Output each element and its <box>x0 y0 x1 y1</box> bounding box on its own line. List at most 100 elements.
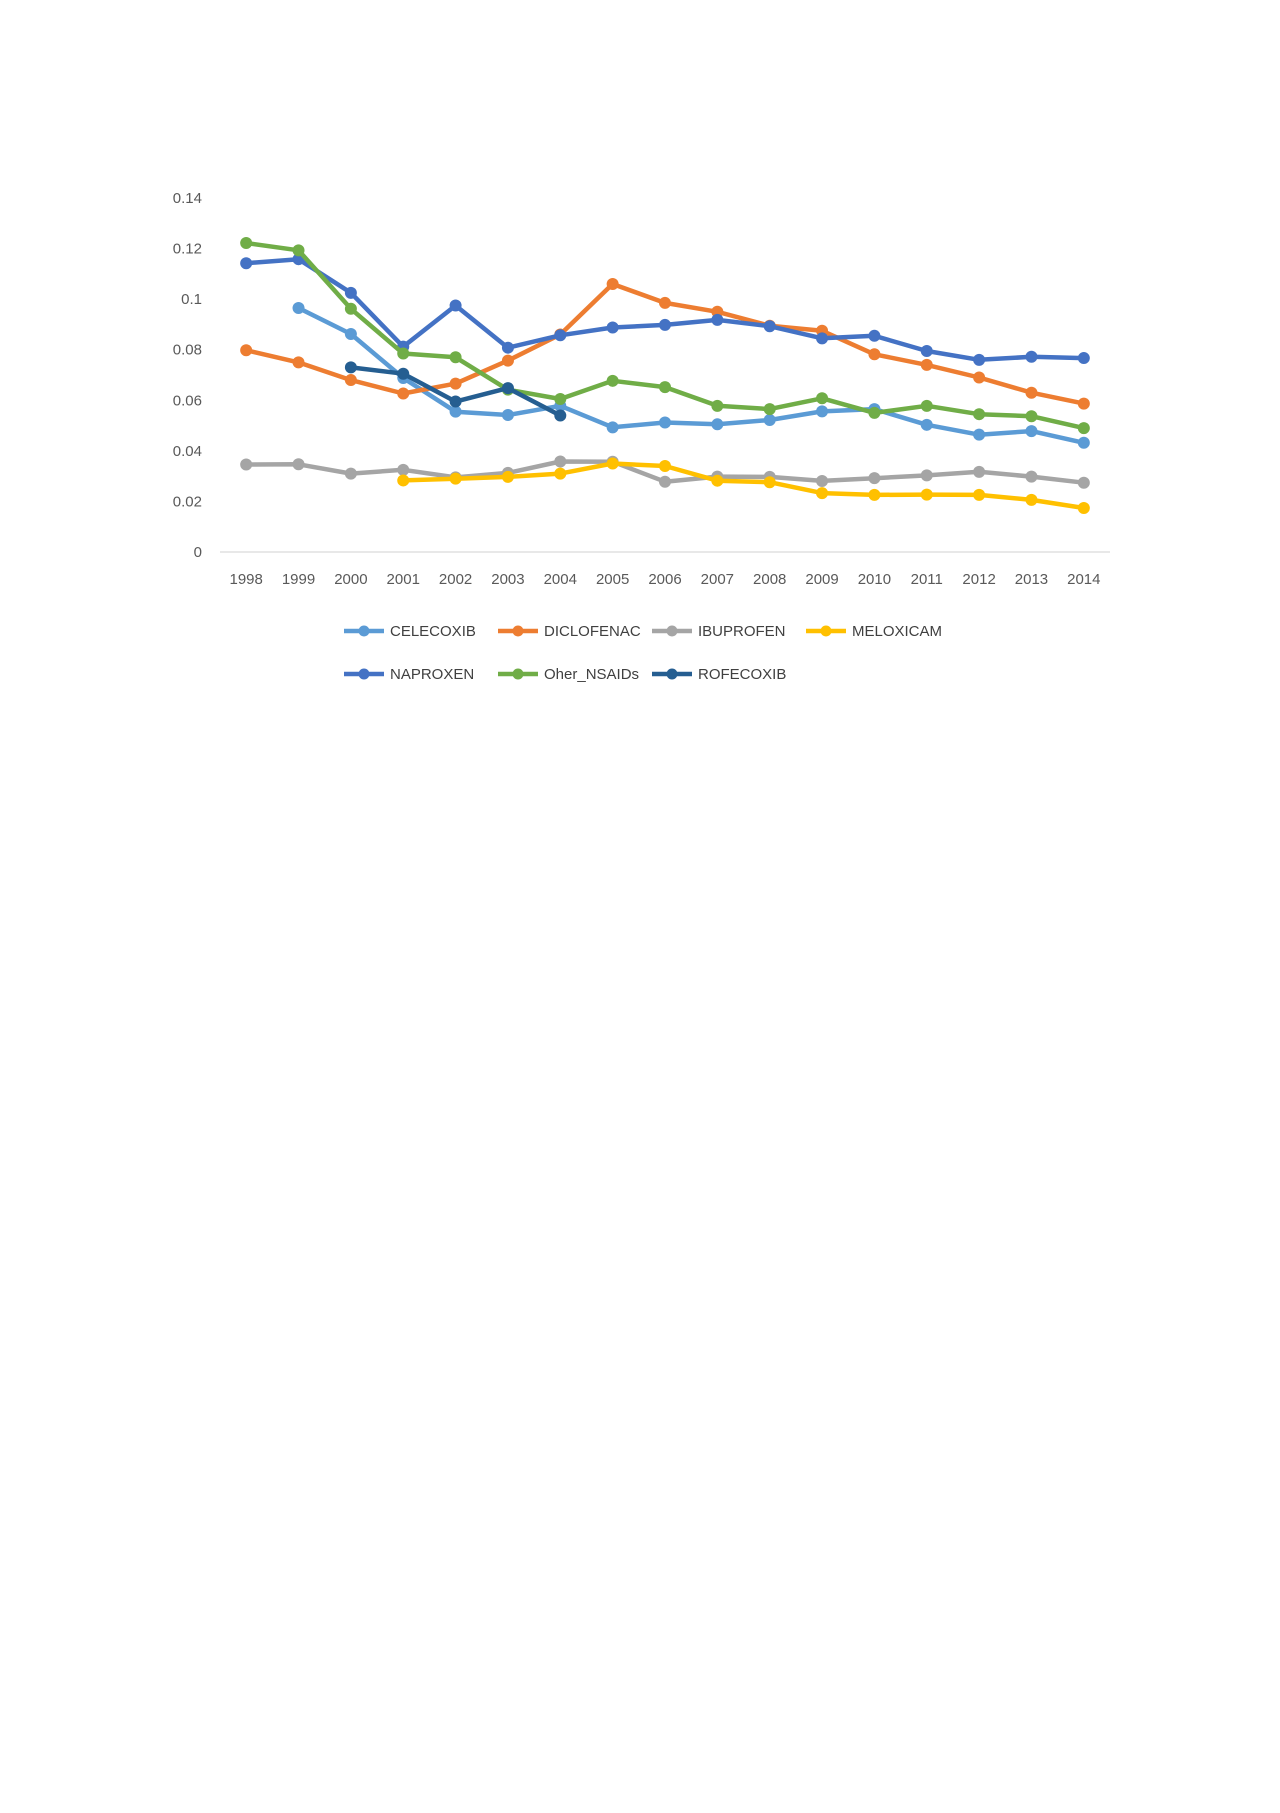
data-point <box>659 416 671 429</box>
data-point <box>501 382 514 395</box>
data-point <box>763 320 776 333</box>
data-point <box>554 409 567 422</box>
data-point <box>344 328 357 341</box>
y-tick-label: 0.12 <box>173 241 202 258</box>
data-point <box>868 488 881 501</box>
data-point <box>973 371 986 384</box>
data-point <box>606 374 619 387</box>
data-point <box>973 428 986 441</box>
y-tick-label: 0.04 <box>173 443 202 460</box>
data-point <box>606 321 619 334</box>
series-line <box>296 305 1087 446</box>
data-point <box>973 488 986 501</box>
data-point <box>240 458 253 471</box>
y-tick-label: 0 <box>194 544 202 561</box>
data-point <box>659 296 671 309</box>
legend-label: NAPROXEN <box>390 666 474 683</box>
data-point <box>292 458 305 471</box>
data-point <box>763 476 776 489</box>
data-point <box>449 299 462 312</box>
legend-item: MELOXICAM <box>806 623 942 640</box>
legend-item: ROFECOXIB <box>652 666 786 683</box>
data-point <box>1077 422 1090 435</box>
data-point <box>1077 502 1090 515</box>
x-tick-label: 2002 <box>439 571 472 588</box>
data-point <box>1077 352 1090 365</box>
data-point <box>344 286 357 299</box>
legend-label: IBUPROFEN <box>698 623 786 640</box>
data-point <box>1025 350 1038 363</box>
data-point <box>763 403 776 416</box>
y-tick-label: 0.1 <box>181 291 202 308</box>
data-point <box>659 460 671 473</box>
x-tick-label: 2003 <box>491 571 524 588</box>
x-axis: 1998 1999 2000 2001 2002 2003 2004 2005 2006 2007… <box>220 551 1110 588</box>
legend-item: NAPROXEN <box>344 666 474 683</box>
data-point <box>1077 436 1090 449</box>
x-tick-label: 2012 <box>962 571 995 588</box>
legend: CELECOXIB DICLOFENAC IBUPROFEN MELOXICAM NAP… <box>344 623 942 683</box>
data-point <box>606 421 619 434</box>
data-point <box>816 332 829 345</box>
series-line <box>243 256 1087 363</box>
data-point <box>1025 470 1038 483</box>
data-point <box>920 418 933 431</box>
data-point <box>449 377 462 390</box>
series-meloxicam <box>397 457 1090 515</box>
data-point <box>920 469 933 482</box>
data-point <box>606 277 619 290</box>
data-point <box>711 399 724 412</box>
data-point <box>292 301 305 314</box>
data-point <box>344 374 357 387</box>
data-point <box>344 467 357 480</box>
legend-item: DICLOFENAC <box>498 623 641 640</box>
legend-item: Oher_NSAIDs <box>498 666 639 683</box>
data-point <box>606 457 619 470</box>
data-point <box>344 302 357 315</box>
data-point <box>1025 425 1038 438</box>
series-line <box>400 461 1087 511</box>
data-point <box>973 408 986 421</box>
x-tick-label: 2014 <box>1067 571 1100 588</box>
data-point <box>554 329 567 342</box>
legend-swatch-marker <box>512 625 524 637</box>
legend-swatch-marker <box>358 668 370 680</box>
data-point <box>240 257 253 270</box>
data-point <box>868 329 881 342</box>
data-point <box>501 354 514 367</box>
data-point <box>920 344 933 357</box>
data-point <box>240 344 253 357</box>
x-tick-label: 2005 <box>596 571 629 588</box>
legend-label: MELOXICAM <box>852 623 942 640</box>
x-tick-label: 1999 <box>282 571 315 588</box>
data-point <box>973 465 986 478</box>
x-tick-label: 2013 <box>1015 571 1048 588</box>
legend-swatch-marker <box>358 625 370 637</box>
data-point <box>292 356 305 369</box>
data-point <box>397 387 410 400</box>
data-point <box>449 472 462 485</box>
legend-label: DICLOFENAC <box>544 623 641 640</box>
x-tick-label: 2004 <box>544 571 577 588</box>
x-tick-label: 2009 <box>805 571 838 588</box>
data-point <box>920 358 933 371</box>
data-point <box>920 488 933 501</box>
x-tick-label: 2000 <box>334 571 367 588</box>
data-point <box>711 418 724 431</box>
legend-item: IBUPROFEN <box>652 623 786 640</box>
data-point <box>449 351 462 364</box>
data-point <box>659 318 671 331</box>
data-point <box>816 487 829 500</box>
data-point <box>816 392 829 405</box>
data-point <box>868 348 881 361</box>
x-tick-label: 2006 <box>648 571 681 588</box>
x-tick-label: 2011 <box>911 571 943 588</box>
x-tick-label: 2001 <box>387 571 420 588</box>
y-axis: 0 0.02 0.04 0.06 0.08 0.1 0.12 0.14 <box>173 190 202 561</box>
data-point <box>868 406 881 419</box>
x-tick-label: 2007 <box>701 571 734 588</box>
legend-swatch-marker <box>666 625 678 637</box>
data-point <box>501 470 514 483</box>
data-point <box>397 347 410 360</box>
